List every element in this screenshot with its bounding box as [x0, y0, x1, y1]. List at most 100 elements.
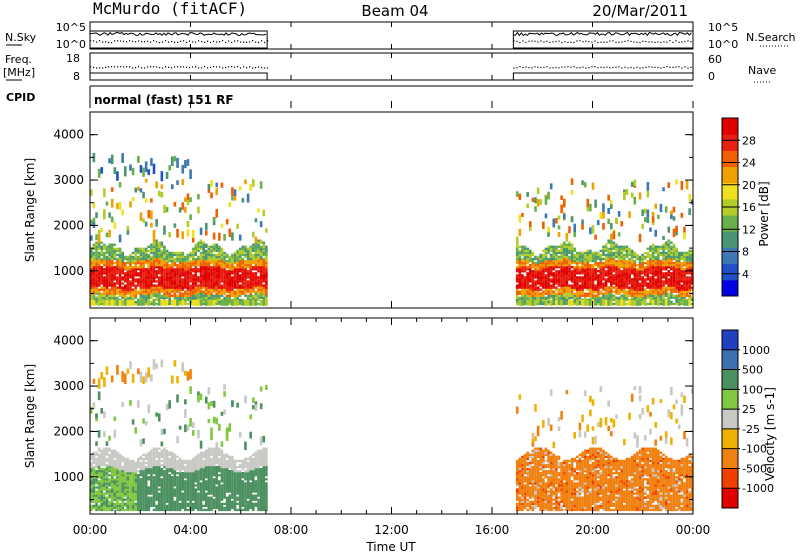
power-cell [95, 249, 98, 253]
power-cell [249, 284, 252, 287]
power-cell [630, 251, 634, 255]
power-cell [552, 292, 556, 295]
velocity-cell [95, 492, 98, 495]
power-cell [625, 270, 629, 273]
power-cell [591, 257, 595, 261]
power-cell [662, 296, 665, 299]
velocity-cell [152, 496, 156, 499]
power-cell [150, 251, 153, 255]
power-cell [562, 300, 566, 304]
nave-dot [561, 66, 563, 68]
power-cell [659, 286, 663, 289]
power-cell [97, 280, 101, 283]
power-cell [147, 266, 151, 269]
velocity-cell [139, 500, 143, 503]
power-cell [625, 302, 629, 306]
power-cell [252, 261, 255, 265]
power-cell [555, 274, 558, 277]
noise-dot [570, 41, 572, 43]
power-cell [199, 296, 203, 299]
velocity-cell [144, 506, 148, 510]
nave-dot [258, 66, 260, 68]
power-cell [667, 263, 671, 267]
power-cell [602, 249, 605, 253]
power-cell [97, 245, 101, 248]
power-cell [547, 251, 550, 255]
power-cell [646, 251, 650, 255]
power-cell [168, 288, 171, 291]
power-cell [607, 207, 610, 214]
velocity-cell [123, 459, 127, 463]
power-cell [523, 266, 527, 269]
power-cell [562, 257, 566, 261]
power-cell [636, 272, 639, 275]
power-cell [254, 276, 258, 279]
velocity-cell [100, 449, 104, 452]
power-cell [596, 274, 600, 277]
power-cell [90, 276, 93, 279]
power-cell [246, 193, 250, 203]
power-cell [233, 193, 237, 201]
power-cell [238, 247, 242, 250]
velocity-cell [118, 463, 122, 467]
power-cell [204, 272, 208, 275]
power-cell [688, 282, 691, 285]
power-cell [100, 257, 104, 261]
power-cell [667, 243, 671, 246]
power-cell [646, 182, 650, 191]
power-cell [680, 274, 684, 277]
power-cell [654, 294, 658, 297]
power-cell [108, 290, 111, 293]
power-cell [137, 280, 140, 283]
power-cell [202, 253, 205, 257]
velocity-cell [160, 463, 164, 467]
noise-dot [120, 40, 122, 42]
power-cell [544, 249, 548, 253]
power-cell [220, 253, 224, 257]
power-cell [157, 261, 161, 265]
velocity-cell [95, 498, 98, 501]
power-cell [204, 286, 208, 289]
power-cell [526, 251, 529, 255]
power-cell [649, 227, 652, 232]
power-cell [604, 284, 608, 287]
power-cell [262, 243, 266, 246]
power-cell [155, 266, 158, 269]
velocity-cell [92, 378, 96, 384]
power-cell [186, 266, 190, 269]
power-cell [121, 276, 124, 279]
power-cell [659, 292, 663, 295]
power-cell [623, 245, 626, 248]
power-cell [228, 290, 232, 293]
power-cell [184, 276, 187, 279]
power-cell [233, 189, 237, 196]
power-cell [690, 249, 694, 253]
power-cell [126, 278, 130, 281]
power-cell [609, 274, 613, 277]
velocity-cell [118, 472, 122, 475]
power-cell [254, 255, 258, 259]
power-cell [121, 282, 124, 285]
power-cell [667, 270, 671, 273]
power-cell [573, 229, 577, 238]
power-cell [547, 280, 550, 283]
power-cell [173, 259, 177, 263]
power-cell [685, 266, 689, 269]
power-cell [534, 299, 537, 306]
power-cell [586, 257, 590, 261]
power-cell [131, 284, 135, 287]
power-cell [123, 166, 127, 177]
power-cell [578, 302, 582, 306]
velocity-cell [97, 474, 101, 477]
power-cell [241, 270, 245, 273]
velocity-cell [144, 453, 148, 456]
power-cell [218, 282, 221, 285]
power-colorbar-swatch [722, 231, 738, 248]
power-cell [95, 241, 98, 244]
power-cell [651, 294, 655, 297]
power-cell [129, 263, 132, 267]
power-cell [238, 257, 242, 261]
power-cell [578, 266, 582, 269]
power-cell [557, 249, 561, 253]
power-cell [565, 300, 569, 304]
